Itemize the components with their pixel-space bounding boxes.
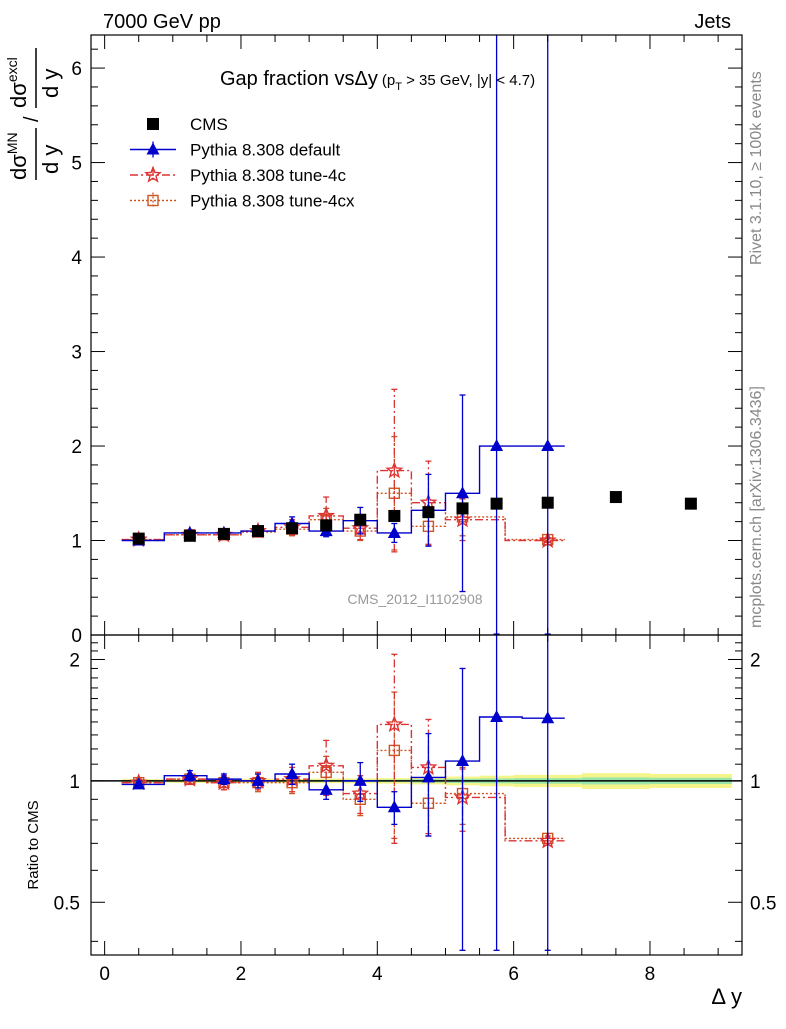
cms-series bbox=[132, 491, 697, 545]
x-tick-label: 0 bbox=[99, 964, 110, 985]
ratio-data-point bbox=[317, 756, 336, 774]
legend-item: Pythia 8.308 tune-4cx bbox=[130, 192, 355, 211]
svg-text:dσexcl: dσexcl bbox=[4, 57, 31, 108]
watermark: CMS_2012_I1102908 bbox=[347, 591, 482, 607]
cms-data-point bbox=[388, 509, 401, 522]
svg-text:/: / bbox=[21, 116, 43, 122]
ratio-frame bbox=[90, 634, 743, 956]
cms-data-point bbox=[320, 519, 333, 532]
ratio-y-tick-label-right: 2 bbox=[750, 650, 761, 671]
ratio-series-line bbox=[121, 716, 565, 808]
ratio-data-point bbox=[385, 715, 404, 733]
side-label-bottom: mcplots.cern.ch [arXiv:1306.3436] bbox=[748, 386, 765, 628]
ratio-data-point bbox=[490, 710, 504, 723]
y-tick-label: 1 bbox=[71, 532, 82, 553]
ratio-panel-series bbox=[121, 635, 565, 951]
ratio-data-point bbox=[353, 773, 367, 786]
main-panel-series bbox=[121, 35, 697, 635]
data-point bbox=[387, 525, 401, 538]
main-frame bbox=[90, 34, 743, 636]
series-line bbox=[121, 445, 565, 542]
chart-title: Gap fraction vsΔy (pT > 35 GeV, |y| < 4.7… bbox=[220, 68, 535, 93]
data-point bbox=[317, 506, 336, 524]
cms-data-point bbox=[286, 522, 299, 535]
ratio-data-point bbox=[251, 773, 265, 786]
cms-data-point bbox=[183, 529, 196, 542]
data-layer bbox=[121, 35, 697, 951]
ratio-data-point bbox=[214, 773, 233, 791]
ratio-y-tick-label: 2 bbox=[69, 650, 80, 671]
ratio-y-tick-label-right: 0.5 bbox=[750, 893, 776, 914]
x-tick-label: 2 bbox=[236, 964, 247, 985]
legend: CMS Pythia 8.308 default Pythia 8.308 tune… bbox=[130, 115, 355, 211]
legend-marker bbox=[146, 142, 160, 155]
cms-data-point bbox=[354, 513, 367, 526]
side-label-top: Rivet 3.1.10, ≥ 100k events bbox=[748, 71, 765, 265]
legend-label: Pythia 8.308 tune-4cx bbox=[190, 192, 355, 211]
data-point bbox=[385, 461, 404, 479]
data-point bbox=[490, 439, 504, 452]
legend-marker bbox=[147, 194, 159, 207]
ratio-data-point bbox=[132, 777, 146, 790]
cms-data-point bbox=[684, 497, 697, 510]
ratio-series-star bbox=[121, 653, 565, 849]
cms-data-point bbox=[132, 532, 145, 545]
x-tick-label: 6 bbox=[508, 964, 519, 985]
cms-data-point bbox=[609, 491, 622, 504]
y-axis-label-main: dσMN d y / dσexcl d y bbox=[4, 48, 63, 180]
y-axis-label-ratio: Ratio to CMS bbox=[25, 800, 42, 889]
svg-text:d y: d y bbox=[38, 69, 63, 98]
data-point bbox=[541, 439, 555, 452]
cms-data-point bbox=[217, 527, 230, 540]
legend-label: Pythia 8.308 default bbox=[190, 141, 341, 160]
ratio-data-point bbox=[180, 769, 199, 787]
ratio-data-point bbox=[387, 800, 401, 813]
legend-label: Pythia 8.308 tune-4c bbox=[190, 166, 346, 185]
ratio-series-line bbox=[121, 723, 565, 842]
ratio-data-point bbox=[319, 782, 333, 795]
ratio-y-tick-label-right: 1 bbox=[750, 772, 761, 793]
cms-data-point bbox=[541, 496, 554, 509]
cms-data-point bbox=[456, 502, 469, 515]
legend-item: CMS bbox=[147, 115, 228, 134]
ratio-data-point bbox=[217, 772, 231, 785]
legend-item: Pythia 8.308 default bbox=[130, 141, 341, 160]
ratio-y-tick-label: 1 bbox=[69, 772, 80, 793]
x-tick-label: 8 bbox=[645, 964, 656, 985]
cms-data-point bbox=[422, 506, 435, 519]
svg-text:d y: d y bbox=[38, 145, 63, 174]
svg-text:dσMN: dσMN bbox=[4, 132, 31, 180]
y-tick-label: 5 bbox=[71, 154, 82, 175]
y-tick-label: 3 bbox=[71, 343, 82, 364]
header-left: 7000 GeV pp bbox=[103, 11, 221, 33]
data-point bbox=[456, 486, 470, 499]
ratio-data-point bbox=[541, 711, 555, 724]
ratio-y-tick-label: 0.5 bbox=[54, 893, 80, 914]
ratio-series-line bbox=[121, 749, 565, 840]
cms-data-point bbox=[490, 497, 503, 510]
header-right: Jets bbox=[694, 11, 731, 33]
axes-layer: 0 2 4 6 8 0 1 2 3 4 5 6 0.5 0.5 1 1 2 2 bbox=[54, 34, 776, 985]
legend-marker bbox=[147, 118, 159, 130]
y-tick-label: 4 bbox=[71, 248, 82, 269]
legend-marker bbox=[144, 165, 162, 183]
y-tick-label: 6 bbox=[71, 59, 82, 80]
ratio-data-point bbox=[456, 754, 470, 767]
ratio-data-point bbox=[183, 768, 197, 781]
ratio-data-point bbox=[285, 767, 299, 780]
ratio-series-triangle bbox=[121, 635, 565, 951]
legend-item: Pythia 8.308 tune-4c bbox=[130, 165, 346, 185]
cms-data-point bbox=[252, 525, 265, 538]
y-tick-label: 0 bbox=[71, 626, 82, 647]
x-axis-label: Δ y bbox=[711, 984, 742, 1009]
x-tick-label: 4 bbox=[372, 964, 383, 985]
y-tick-label: 2 bbox=[71, 437, 82, 458]
legend-label: CMS bbox=[190, 115, 228, 134]
ratio-data-point bbox=[421, 770, 435, 783]
